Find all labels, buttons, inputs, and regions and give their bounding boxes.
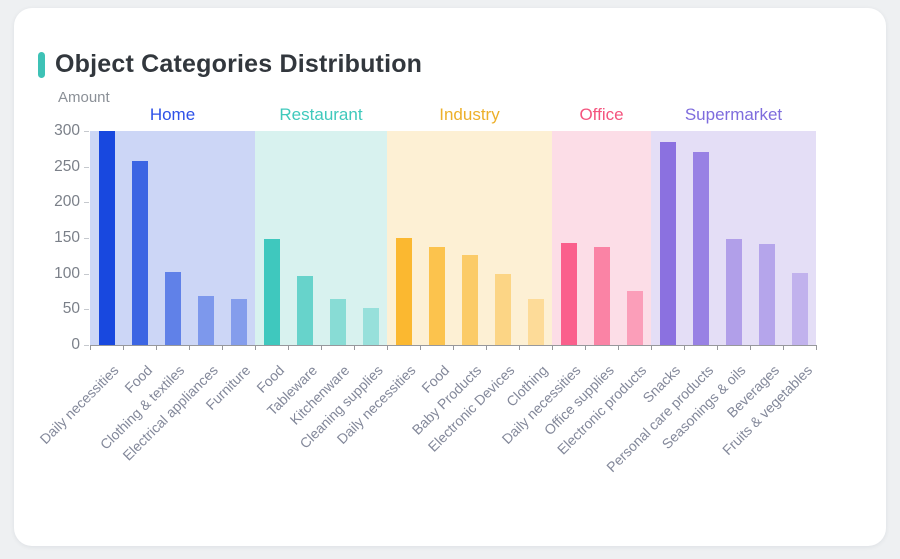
bar-restaurant-kitchenware[interactable] bbox=[329, 299, 346, 345]
bar-home-daily-necessities[interactable] bbox=[98, 131, 115, 345]
y-axis-tick bbox=[84, 309, 89, 310]
bar-office-office-supplies[interactable] bbox=[593, 247, 610, 345]
y-axis-tick bbox=[84, 131, 89, 132]
bar-home-food[interactable] bbox=[131, 161, 148, 345]
x-axis-tick bbox=[222, 345, 223, 350]
x-axis-tick bbox=[453, 345, 454, 350]
bar-restaurant-food[interactable] bbox=[263, 239, 280, 345]
group-label-industry: Industry bbox=[439, 105, 500, 124]
bar-industry-food[interactable] bbox=[428, 247, 445, 345]
y-axis-tick bbox=[84, 202, 89, 203]
bar-supermarket-fruits-vegetables[interactable] bbox=[791, 273, 808, 345]
y-tick-label: 300 bbox=[54, 122, 80, 139]
x-axis-tick bbox=[684, 345, 685, 350]
x-axis-tick bbox=[585, 345, 586, 350]
x-axis-tick bbox=[552, 345, 553, 350]
x-axis-tick bbox=[321, 345, 322, 350]
x-axis-tick bbox=[387, 345, 388, 350]
x-axis-tick bbox=[420, 345, 421, 350]
x-axis-tick bbox=[189, 345, 190, 350]
x-axis-tick bbox=[288, 345, 289, 350]
y-axis-labels: 300 250 200 150 100 50 0 bbox=[14, 122, 84, 353]
y-axis-tick bbox=[84, 167, 89, 168]
bar-industry-clothing[interactable] bbox=[527, 299, 544, 345]
group-label-office: Office bbox=[579, 105, 624, 124]
y-tick-label: 200 bbox=[54, 193, 80, 211]
group-label-restaurant: Restaurant bbox=[279, 105, 363, 124]
x-axis-tick bbox=[750, 345, 751, 350]
page-title: Object Categories Distribution bbox=[55, 50, 423, 78]
x-axis-tick bbox=[255, 345, 256, 350]
bar-office-electronic-products[interactable] bbox=[626, 291, 643, 345]
bar-home-furniture[interactable] bbox=[230, 299, 247, 345]
group-label-supermarket: Supermarket bbox=[684, 105, 783, 124]
x-axis-tick bbox=[90, 345, 91, 350]
y-tick-label: 250 bbox=[54, 157, 80, 175]
y-axis-title: Amount bbox=[58, 89, 110, 106]
bar-supermarket-personal-care-products[interactable] bbox=[692, 152, 709, 345]
x-axis-tick bbox=[123, 345, 124, 350]
x-axis-tick bbox=[717, 345, 718, 350]
y-axis-tick bbox=[84, 238, 89, 239]
bar-home-clothing-textiles[interactable] bbox=[164, 272, 181, 345]
bar-industry-daily-necessities[interactable] bbox=[395, 238, 412, 345]
bar-restaurant-tableware[interactable] bbox=[296, 276, 313, 345]
y-axis-tick bbox=[84, 345, 89, 346]
x-labels: Daily necessities Food Clothing & textiles… bbox=[37, 352, 816, 522]
y-axis-tick bbox=[84, 274, 89, 275]
chart-header: Object Categories Distribution bbox=[38, 50, 422, 79]
bar-industry-electronic-devices[interactable] bbox=[494, 274, 511, 345]
x-axis-tick bbox=[519, 345, 520, 350]
group-label-home: Home bbox=[149, 105, 196, 124]
bar-home-electrical-appliances[interactable] bbox=[197, 296, 214, 345]
bar-supermarket-snacks[interactable] bbox=[659, 142, 676, 345]
y-tick-label: 0 bbox=[71, 336, 80, 353]
group-labels: Home Restaurant Industry Office Supermarket bbox=[90, 105, 816, 129]
y-tick-label: 50 bbox=[62, 300, 80, 318]
plot-area bbox=[84, 131, 817, 350]
x-axis-tick bbox=[783, 345, 784, 350]
bar-industry-baby-products[interactable] bbox=[461, 255, 478, 345]
chart-card: Object Categories Distribution Amount Ho… bbox=[14, 8, 886, 546]
y-tick-label: 150 bbox=[54, 229, 80, 246]
title-accent-bar-icon bbox=[38, 51, 45, 78]
bar-supermarket-beverages[interactable] bbox=[758, 244, 775, 345]
x-axis-tick bbox=[816, 345, 817, 350]
x-axis-tick bbox=[486, 345, 487, 350]
x-axis-tick bbox=[651, 345, 652, 350]
bar-restaurant-cleaning-supplies[interactable] bbox=[362, 308, 379, 345]
x-axis-tick bbox=[354, 345, 355, 350]
x-axis-tick bbox=[618, 345, 619, 350]
bar-office-daily-necessities[interactable] bbox=[560, 243, 577, 345]
y-tick-label: 100 bbox=[54, 264, 80, 282]
bar-supermarket-seasonings-oils[interactable] bbox=[725, 239, 742, 345]
x-axis-tick bbox=[156, 345, 157, 350]
